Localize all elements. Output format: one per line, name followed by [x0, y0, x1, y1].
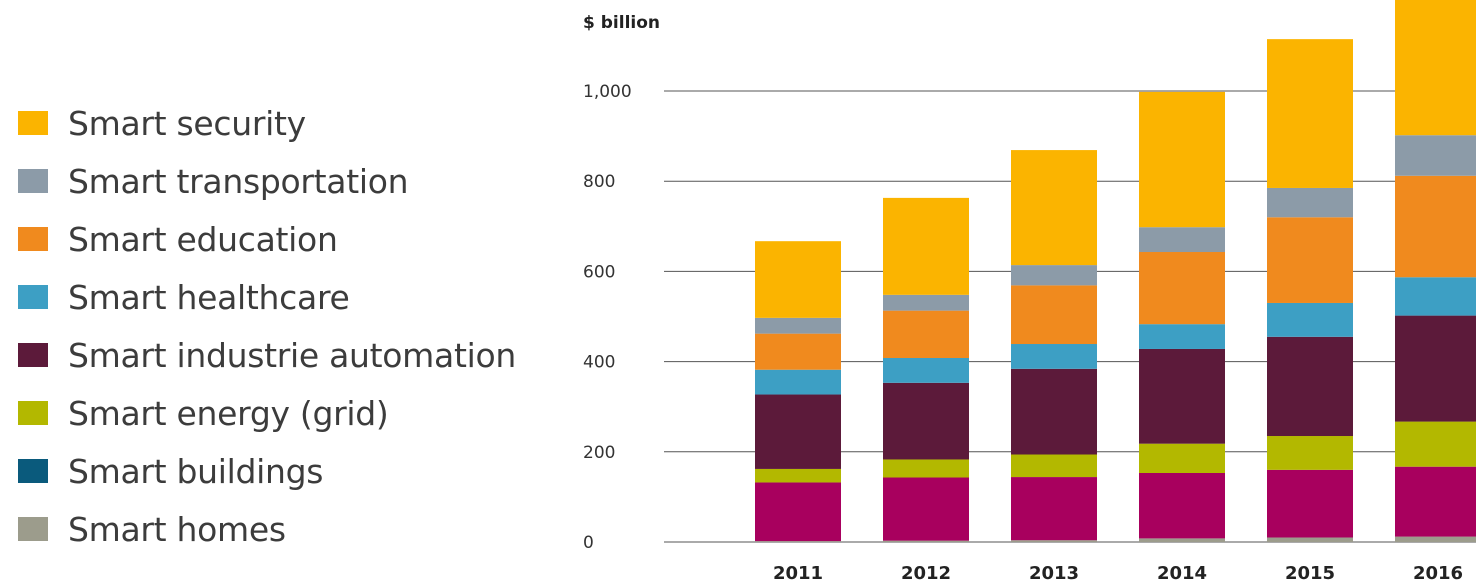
bars [755, 0, 1476, 542]
bar-segment-2011-smart-buildings [755, 482, 841, 542]
bar-segment-2015-smart-education [1267, 217, 1353, 303]
legend-item-smart-homes: Smart homes [18, 500, 516, 558]
legend-swatch-smart-healthcare [18, 285, 48, 309]
legend-label-smart-transportation: Smart transportation [68, 161, 409, 201]
chart-legend: Smart security Smart transportation Smar… [18, 94, 516, 558]
bar-segment-2014-smart-security [1139, 91, 1225, 228]
bar-segment-2012-smart-transportation [883, 294, 969, 311]
bar-segment-2012-smart-healthcare [883, 357, 969, 383]
x-tick-label-2012: 2012 [901, 563, 951, 583]
legend-label-smart-buildings: Smart buildings [68, 451, 324, 491]
legend-label-smart-industrie-automation: Smart industrie automation [68, 335, 516, 375]
bar-segment-2014-smart-education [1139, 252, 1225, 325]
y-tick-label-800: 800 [583, 172, 615, 192]
legend-item-smart-industrie-automation: Smart industrie automation [18, 326, 516, 384]
y-tick-label-200: 200 [583, 443, 615, 463]
bar-segment-2012-smart-security [883, 197, 969, 295]
bar-segment-2014-smart-energy-grid [1139, 443, 1225, 473]
y-tick-label-0: 0 [583, 533, 594, 553]
bar-segment-2015-smart-energy-grid [1267, 436, 1353, 470]
bar-segment-2013-smart-education [1011, 285, 1097, 345]
legend-swatch-smart-buildings [18, 459, 48, 483]
legend-label-smart-healthcare: Smart healthcare [68, 277, 350, 317]
bar-segment-2014-smart-industrie-automation [1139, 348, 1225, 444]
bar-segment-2016-smart-security [1395, 0, 1476, 136]
legend-swatch-smart-transportation [18, 169, 48, 193]
bar-segment-2011-smart-education [755, 333, 841, 370]
bar-segment-2015-smart-security [1267, 39, 1353, 188]
bar-segment-2015-smart-healthcare [1267, 302, 1353, 337]
bar-segment-2011-smart-homes [755, 541, 841, 542]
legend-label-smart-security: Smart security [68, 103, 306, 143]
bar-segment-2016-smart-education [1395, 175, 1476, 278]
bar-segment-2011-smart-security [755, 241, 841, 318]
bar-segment-2013-smart-buildings [1011, 477, 1097, 541]
legend-label-smart-energy: Smart energy (grid) [68, 393, 389, 433]
legend-swatch-smart-energy [18, 401, 48, 425]
bar-segment-2014-smart-homes [1139, 538, 1225, 542]
legend-swatch-smart-industrie-automation [18, 343, 48, 367]
legend-label-smart-education: Smart education [68, 219, 338, 259]
bar-segment-2014-smart-transportation [1139, 227, 1225, 253]
legend-item-smart-healthcare: Smart healthcare [18, 268, 516, 326]
bar-segment-2016-smart-energy-grid [1395, 421, 1476, 467]
x-tick-label-2014: 2014 [1157, 563, 1207, 583]
legend-item-smart-buildings: Smart buildings [18, 442, 516, 500]
bar-segment-2015-smart-transportation [1267, 187, 1353, 218]
x-tick-label-2016: 2016 [1413, 563, 1463, 583]
bar-segment-2011-smart-transportation [755, 317, 841, 334]
bar-segment-2011-smart-healthcare [755, 369, 841, 395]
legend-label-smart-homes: Smart homes [68, 509, 286, 549]
legend-item-smart-transportation: Smart transportation [18, 152, 516, 210]
bar-segment-2013-smart-healthcare [1011, 344, 1097, 369]
bar-segment-2016-smart-transportation [1395, 135, 1476, 176]
bar-segment-2016-smart-healthcare [1395, 277, 1476, 316]
legend-swatch-smart-education [18, 227, 48, 251]
bar-segment-2015-smart-industrie-automation [1267, 336, 1353, 437]
bar-segment-2013-smart-industrie-automation [1011, 368, 1097, 455]
legend-item-smart-energy: Smart energy (grid) [18, 384, 516, 442]
x-tick-label-2015: 2015 [1285, 563, 1335, 583]
bar-segment-2013-smart-homes [1011, 540, 1097, 542]
x-tick-label-2013: 2013 [1029, 563, 1079, 583]
bar-segment-2012-smart-buildings [883, 477, 969, 541]
bar-segment-2015-smart-homes [1267, 537, 1353, 542]
axis-labels: $ billion 0 200 400 600 800 1,000 2011 2012 2013… [583, 13, 1463, 583]
bar-segment-2012-smart-homes [883, 540, 969, 542]
bar-segment-2012-smart-energy-grid [883, 459, 969, 478]
y-tick-label-1000: 1,000 [583, 82, 632, 102]
bar-segment-2012-smart-industrie-automation [883, 382, 969, 460]
y-tick-label-600: 600 [583, 262, 615, 282]
bar-segment-2011-smart-energy-grid [755, 468, 841, 483]
y-axis-unit-label: $ billion [583, 13, 660, 33]
bar-segment-2013-smart-energy-grid [1011, 454, 1097, 478]
bar-segment-2016-smart-buildings [1395, 466, 1476, 537]
bar-segment-2016-smart-industrie-automation [1395, 315, 1476, 422]
bar-segment-2011-smart-industrie-automation [755, 394, 841, 469]
bar-segment-2015-smart-buildings [1267, 469, 1353, 538]
legend-item-smart-security: Smart security [18, 94, 516, 152]
bar-segment-2012-smart-education [883, 310, 969, 358]
x-tick-label-2011: 2011 [773, 563, 823, 583]
y-tick-label-400: 400 [583, 353, 615, 373]
legend-swatch-smart-security [18, 111, 48, 135]
bar-segment-2013-smart-security [1011, 150, 1097, 266]
bar-segment-2013-smart-transportation [1011, 265, 1097, 286]
bar-segment-2014-smart-buildings [1139, 472, 1225, 539]
bar-segment-2016-smart-homes [1395, 536, 1476, 542]
legend-item-smart-education: Smart education [18, 210, 516, 268]
bar-segment-2014-smart-healthcare [1139, 324, 1225, 349]
legend-swatch-smart-homes [18, 517, 48, 541]
